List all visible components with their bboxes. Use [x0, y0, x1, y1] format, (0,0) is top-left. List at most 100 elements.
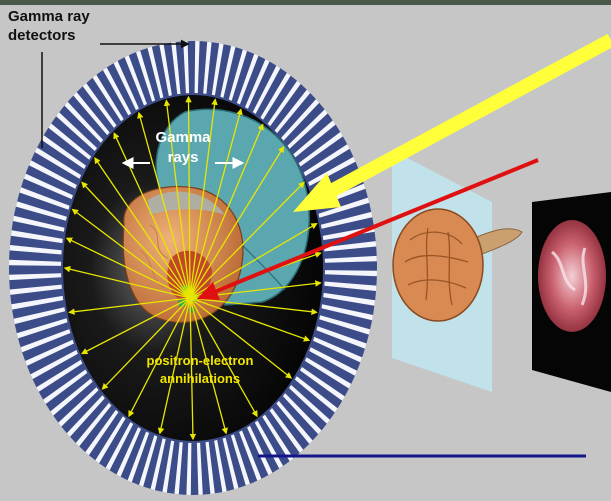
detector-segment — [82, 83, 117, 128]
detector-segment — [324, 241, 377, 252]
detector-segment — [171, 42, 181, 95]
detector-segment — [34, 147, 82, 179]
brain-icon — [392, 208, 523, 322]
detector-segment — [186, 442, 192, 495]
detector-segment — [73, 92, 110, 136]
detector-segment — [25, 339, 74, 366]
detector-segment — [324, 255, 377, 263]
detector-segment — [13, 215, 65, 232]
gamma-ray-line — [71, 208, 191, 299]
gamma-label-line1: Gamma — [155, 129, 211, 146]
detector-segment — [239, 430, 262, 481]
top-strip — [0, 0, 611, 5]
detectors-label-line1: Gamma ray — [8, 8, 90, 25]
detector-segment — [323, 292, 376, 306]
detector-segment — [289, 385, 330, 424]
detector-segment — [324, 270, 377, 277]
detector-segment — [29, 160, 77, 189]
detector-segment — [105, 422, 134, 471]
detector-segment — [308, 156, 356, 186]
gamma-ray-line — [189, 297, 293, 379]
detector-segment — [309, 347, 357, 376]
gamma-ray-line — [163, 99, 191, 299]
detector-segment — [194, 41, 200, 94]
gamma-label-line2: rays — [167, 149, 199, 166]
detector-segment — [20, 329, 71, 353]
detector-segment — [211, 43, 224, 96]
detectors-label-line2: detectors — [8, 27, 76, 44]
detector-segment — [9, 259, 62, 266]
detector-segment — [316, 326, 367, 349]
detector-segment — [9, 284, 62, 295]
detector-segment — [214, 440, 227, 493]
detector-segment — [150, 438, 166, 491]
gamma-ray-line — [189, 297, 311, 342]
detector-segment — [313, 336, 363, 363]
gamma-ray-line — [189, 123, 264, 299]
detector-segment — [274, 89, 311, 134]
detector-segment — [220, 45, 236, 98]
detector-segment — [9, 273, 62, 281]
detector-segment — [321, 304, 373, 321]
detector-segment — [127, 431, 150, 483]
detector-segment — [262, 414, 294, 462]
gamma-ray-line — [189, 181, 305, 299]
gamma-ray-line — [157, 297, 191, 435]
detector-segment — [159, 43, 172, 96]
gamma-ray-line — [81, 181, 191, 299]
annihilation-label-line1: positron-electron — [146, 353, 254, 368]
detector-segment — [92, 74, 124, 122]
detector-segment — [13, 307, 66, 325]
detector-segment — [267, 80, 301, 127]
detector-segment — [222, 437, 239, 490]
gamma-ray-line — [189, 297, 197, 441]
detector-segment — [252, 65, 281, 114]
gamma-ray-line — [63, 266, 191, 299]
detector-segment — [30, 350, 78, 380]
detector-segment — [48, 123, 92, 160]
detector-segment — [10, 230, 63, 244]
gamma-ray-line — [189, 108, 243, 299]
detector-segment — [75, 402, 112, 447]
detector-segment — [303, 144, 350, 177]
brain-scan-image-icon — [538, 220, 606, 332]
detector-segment — [9, 245, 62, 255]
detector-segment — [58, 387, 99, 427]
red-arrow — [197, 158, 539, 300]
detector-segment — [281, 99, 320, 141]
gamma-ray-line — [101, 297, 191, 390]
detector-segment — [304, 357, 352, 389]
detector-segment — [116, 427, 141, 477]
detector-segment — [147, 46, 164, 99]
detector-segment — [236, 53, 259, 105]
positron-electron-annihilations-label: positron-electron annihilations — [100, 352, 300, 388]
detector-segment — [205, 441, 215, 494]
detector-segment — [183, 41, 190, 94]
gamma-ray-line — [185, 95, 192, 299]
gamma-ray-line — [189, 297, 258, 418]
detector-segment — [247, 425, 273, 476]
detector-segment — [276, 400, 313, 444]
gamma-ray-line — [68, 297, 191, 315]
detector-segment — [287, 109, 328, 149]
gamma-ray-line — [94, 157, 191, 299]
yellow-arrow — [293, 33, 611, 212]
detector-segment — [124, 55, 147, 106]
gamma-ray-line — [128, 297, 191, 418]
detector-segment — [162, 440, 175, 493]
detector-segment — [64, 101, 104, 143]
detector-segment — [85, 409, 119, 456]
gamma-ray-line — [137, 111, 191, 299]
gamma-ray-line — [189, 297, 318, 315]
detector-segment — [269, 408, 304, 453]
detector-segment — [23, 173, 73, 200]
detector-segment — [95, 416, 126, 464]
detector-segment — [15, 201, 67, 221]
detector-segment — [294, 376, 338, 413]
detector-segment — [11, 295, 64, 310]
detector-segments — [9, 41, 377, 495]
detector-segment — [228, 49, 247, 101]
gamma-ray-line — [80, 297, 191, 355]
